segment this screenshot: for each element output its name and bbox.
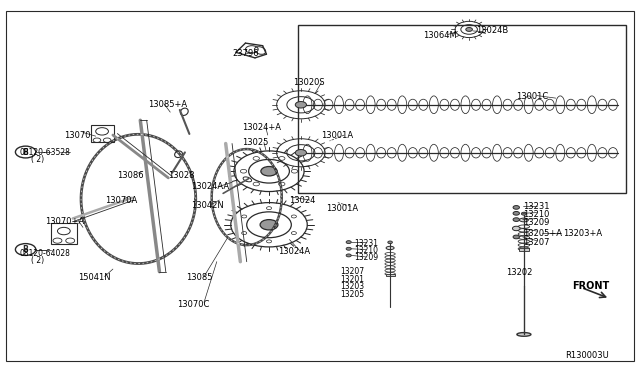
Text: 13001A: 13001A bbox=[321, 131, 353, 140]
Circle shape bbox=[346, 241, 351, 244]
Text: 13028: 13028 bbox=[168, 171, 195, 180]
Text: 13070: 13070 bbox=[64, 131, 90, 140]
Ellipse shape bbox=[386, 246, 394, 250]
Text: 13210: 13210 bbox=[523, 210, 549, 219]
Text: 08120-64028: 08120-64028 bbox=[19, 249, 70, 258]
Text: 13207: 13207 bbox=[340, 267, 365, 276]
Text: 13024+A: 13024+A bbox=[243, 123, 281, 132]
Text: 13042N: 13042N bbox=[191, 201, 224, 211]
Circle shape bbox=[346, 247, 351, 250]
Bar bbox=[385, 273, 395, 276]
Text: 13202: 13202 bbox=[506, 268, 532, 277]
Text: 13001A: 13001A bbox=[326, 203, 358, 213]
Bar bbox=[51, 223, 77, 244]
Text: 13210: 13210 bbox=[355, 246, 378, 255]
Text: 13024B: 13024B bbox=[476, 26, 508, 35]
Text: 23796: 23796 bbox=[232, 49, 259, 58]
Circle shape bbox=[295, 150, 307, 156]
Bar bbox=[519, 248, 529, 251]
Text: 13070C: 13070C bbox=[177, 300, 209, 309]
Text: R130003U: R130003U bbox=[565, 351, 609, 360]
Text: 13209: 13209 bbox=[523, 218, 549, 227]
Text: 13020S: 13020S bbox=[293, 78, 325, 87]
Text: 13070+A: 13070+A bbox=[45, 217, 84, 225]
Text: B: B bbox=[23, 245, 28, 254]
Text: 13001C: 13001C bbox=[516, 92, 548, 101]
Text: FRONT: FRONT bbox=[572, 281, 609, 291]
Circle shape bbox=[466, 28, 472, 31]
Text: 13085+A: 13085+A bbox=[148, 100, 187, 109]
Text: ( 2): ( 2) bbox=[31, 256, 44, 265]
Text: 13086: 13086 bbox=[117, 171, 144, 180]
Text: 13205+A: 13205+A bbox=[523, 230, 562, 238]
Circle shape bbox=[260, 219, 278, 230]
Text: 15041N: 15041N bbox=[78, 273, 111, 282]
Text: ( 2): ( 2) bbox=[31, 155, 44, 164]
Text: 13085: 13085 bbox=[186, 273, 212, 282]
Text: 13231: 13231 bbox=[523, 202, 549, 211]
Circle shape bbox=[513, 211, 520, 215]
Text: 13203: 13203 bbox=[340, 282, 365, 291]
Circle shape bbox=[388, 241, 392, 244]
Circle shape bbox=[346, 254, 351, 257]
Bar bbox=[298, 25, 626, 193]
Ellipse shape bbox=[520, 218, 529, 222]
Circle shape bbox=[513, 235, 520, 239]
Text: 13205: 13205 bbox=[340, 290, 365, 299]
Text: 13025: 13025 bbox=[243, 138, 269, 147]
Circle shape bbox=[261, 167, 277, 176]
Text: 13209: 13209 bbox=[355, 253, 378, 263]
Text: 13070A: 13070A bbox=[104, 196, 137, 205]
Text: 13024AA: 13024AA bbox=[191, 182, 229, 191]
Circle shape bbox=[513, 218, 520, 221]
Text: 13024: 13024 bbox=[289, 196, 316, 205]
Text: 13201: 13201 bbox=[340, 275, 364, 283]
Circle shape bbox=[522, 212, 527, 215]
Text: 13207: 13207 bbox=[523, 238, 549, 247]
Circle shape bbox=[513, 226, 520, 231]
Text: B: B bbox=[23, 148, 28, 157]
Text: 13064M: 13064M bbox=[423, 31, 457, 40]
Ellipse shape bbox=[517, 333, 531, 336]
Bar bbox=[91, 125, 113, 142]
Circle shape bbox=[295, 102, 307, 108]
Circle shape bbox=[513, 206, 520, 209]
Text: 13203+A: 13203+A bbox=[563, 230, 602, 238]
Text: 13024A: 13024A bbox=[278, 247, 310, 256]
Text: 08120-63528: 08120-63528 bbox=[19, 148, 70, 157]
Text: 13231: 13231 bbox=[355, 239, 378, 248]
